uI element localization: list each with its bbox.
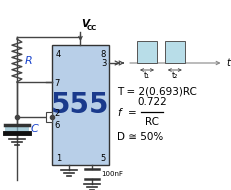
Text: 555: 555 (51, 91, 110, 119)
Bar (46, 112, 52, 122)
Text: 2: 2 (55, 109, 60, 118)
Bar (5, 125, 29, 133)
Text: R: R (25, 55, 33, 66)
Text: 6: 6 (55, 121, 60, 130)
Text: 4: 4 (56, 50, 61, 59)
Bar (137, 41, 157, 63)
Text: 8: 8 (100, 50, 105, 59)
Text: 1: 1 (56, 154, 61, 163)
Text: 7: 7 (55, 79, 60, 88)
Text: V: V (82, 19, 89, 29)
Text: 3: 3 (101, 59, 106, 68)
Text: T = 2(0.693)RC: T = 2(0.693)RC (117, 87, 197, 97)
Text: D ≅ 50%: D ≅ 50% (117, 132, 164, 142)
Text: 5: 5 (100, 154, 105, 163)
Text: RC: RC (145, 117, 159, 127)
Bar (165, 41, 185, 63)
Text: $f$  =: $f$ = (117, 106, 137, 118)
Text: t: t (226, 58, 230, 68)
Text: 0.722: 0.722 (137, 97, 167, 107)
Text: 100nF: 100nF (101, 171, 123, 177)
Bar (52, 45, 109, 165)
Text: t₁: t₁ (144, 71, 150, 80)
Text: C: C (31, 124, 39, 134)
Text: t₂: t₂ (172, 71, 178, 80)
Text: CC: CC (87, 25, 97, 31)
